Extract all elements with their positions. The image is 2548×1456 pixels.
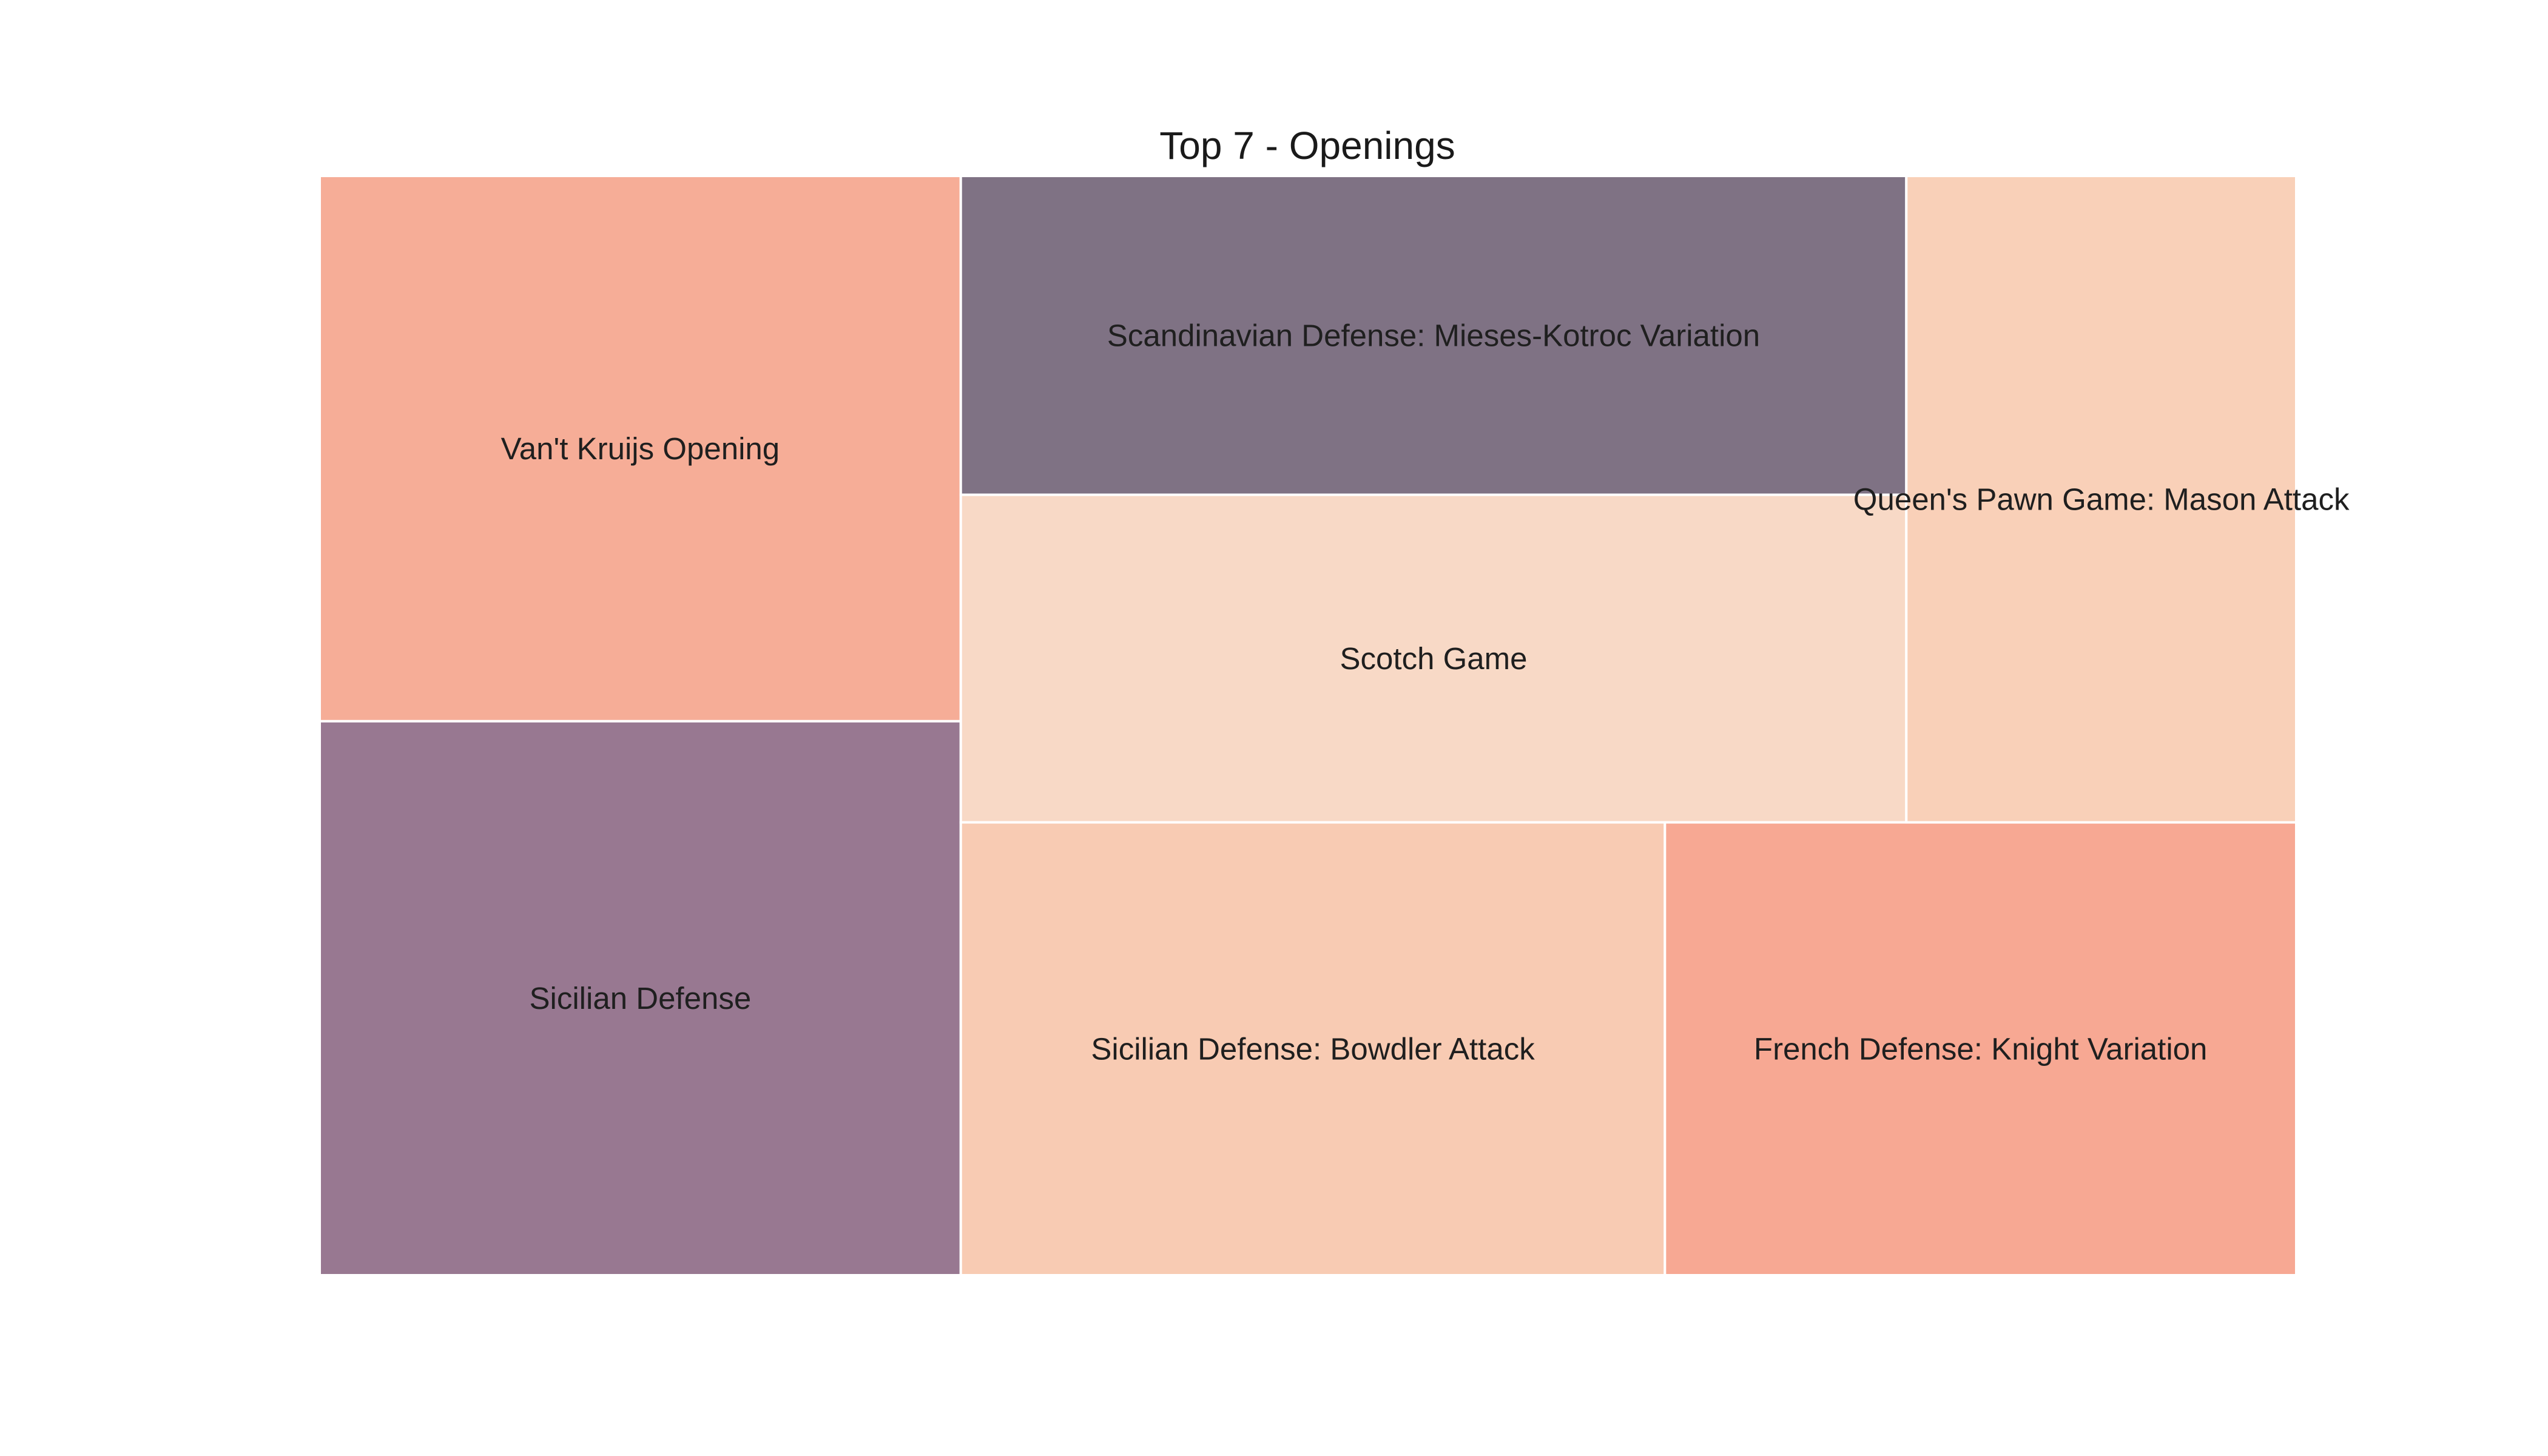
treemap-tile [959, 175, 1908, 496]
treemap-tile-label: Scandinavian Defense: Mieses-Kotroc Vari… [1107, 318, 1760, 352]
treemap-tile-label: Van't Kruijs Opening [501, 431, 780, 466]
chart-title: Top 7 - Openings [1159, 124, 1455, 167]
treemap-tile-label: Queen's Pawn Game: Mason Attack [1853, 482, 2350, 516]
treemap-tile [1663, 821, 2297, 1276]
treemap-tile-label: Sicilian Defense [530, 981, 752, 1016]
treemap-tile-label: French Defense: Knight Variation [1754, 1031, 2207, 1066]
treemap-tile [959, 821, 1667, 1276]
treemap-tile [1905, 175, 2298, 824]
treemap-tile [318, 720, 962, 1276]
treemap-tile-label: Scotch Game [1340, 641, 1528, 676]
treemap-tiles: Van't Kruijs Opening Sicilian Defense Scan… [318, 175, 2350, 1276]
treemap-tile [959, 493, 1908, 824]
treemap-tile [318, 175, 962, 723]
treemap-tile-label: Sicilian Defense: Bowdler Attack [1091, 1031, 1535, 1066]
